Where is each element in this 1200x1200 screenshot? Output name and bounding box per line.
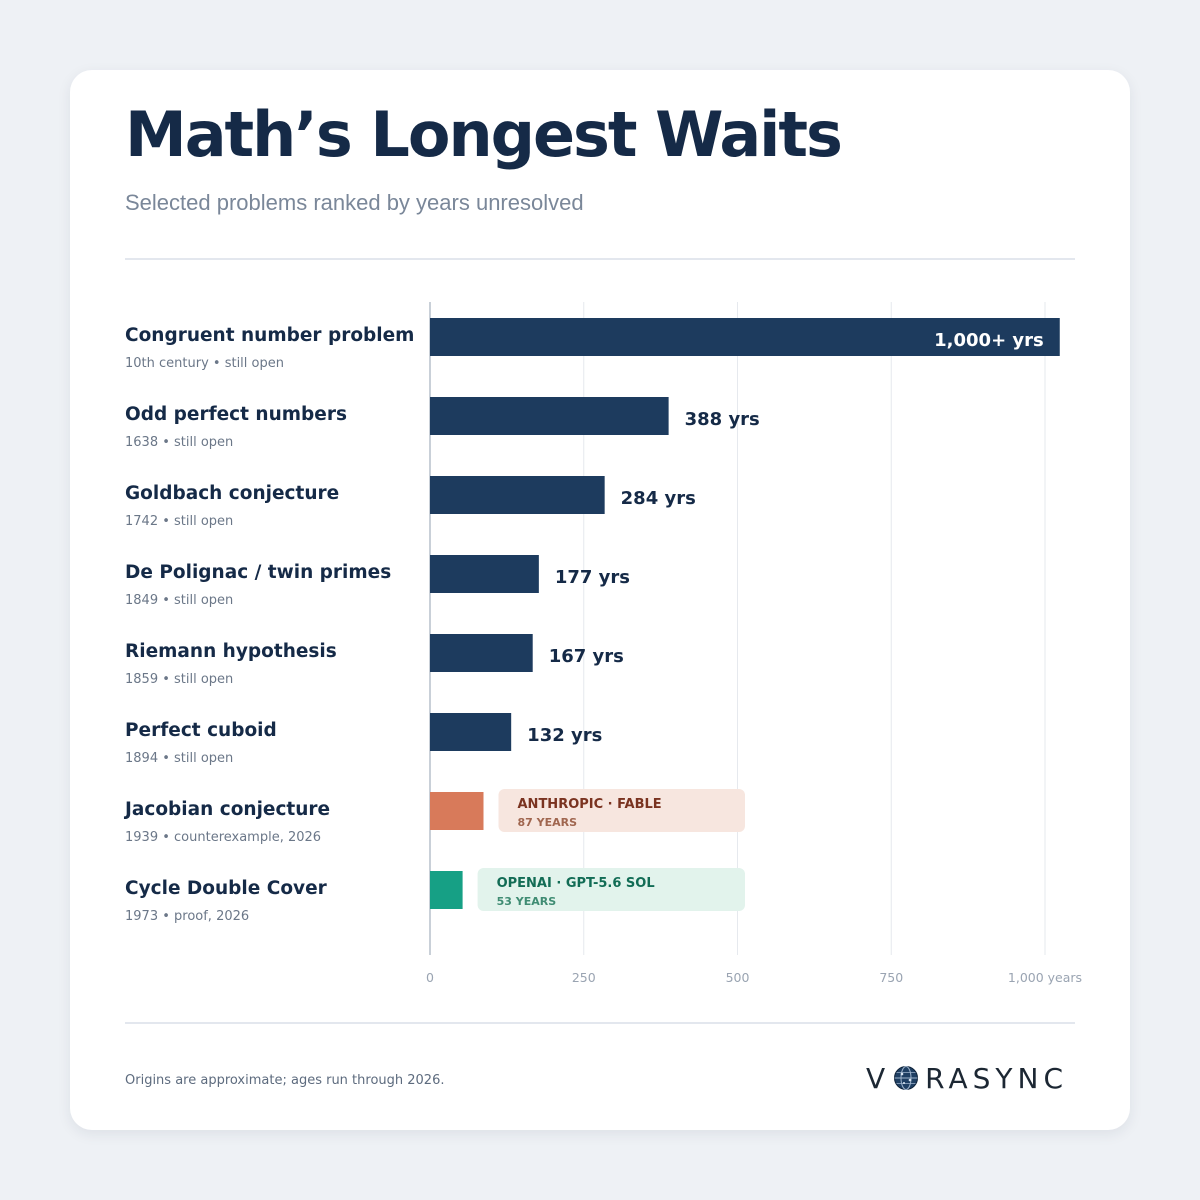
row-meta: 1742 • still open: [125, 514, 233, 529]
bar: [430, 318, 1060, 356]
badge-title: ANTHROPIC · FABLE: [518, 797, 662, 812]
row-label: Jacobian conjecture: [123, 799, 330, 820]
row-label: Riemann hypothesis: [125, 641, 337, 662]
bar: [430, 397, 669, 435]
chart-title: Math’s Longest Waits: [125, 98, 843, 171]
bar-value-label: 177 yrs: [555, 567, 630, 588]
badge-title: OPENAI · GPT-5.6 SOL: [497, 876, 655, 891]
bar-value-label: 167 yrs: [549, 646, 624, 667]
row-meta: 1939 • counterexample, 2026: [125, 830, 321, 845]
brand-suffix: RASYNC: [925, 1061, 1069, 1095]
x-tick-label: 500: [726, 970, 750, 985]
row-label: Perfect cuboid: [125, 720, 277, 741]
bar: [430, 871, 463, 909]
row-label: Cycle Double Cover: [125, 878, 328, 899]
row-meta: 1638 • still open: [125, 435, 233, 450]
bar: [430, 634, 533, 672]
footnote: Origins are approximate; ages run throug…: [125, 1073, 445, 1088]
chart-card: [70, 70, 1130, 1130]
top-divider: [125, 258, 1075, 260]
badge-subtitle: 53 YEARS: [497, 895, 557, 908]
x-tick-label: 250: [572, 970, 596, 985]
row-label: Odd perfect numbers: [125, 404, 347, 425]
bar-value-label: 284 yrs: [621, 488, 696, 509]
openai-badge: [477, 868, 745, 911]
row-meta: 1973 • proof, 2026: [125, 909, 249, 924]
bar: [430, 476, 605, 514]
bar-value-label: 388 yrs: [685, 409, 760, 430]
anthropic-badge: [498, 789, 745, 832]
globe-icon: [893, 1065, 919, 1091]
x-tick-label: 1,000 years: [1008, 970, 1082, 985]
x-tick-label: 0: [426, 970, 434, 985]
row-meta: 1849 • still open: [125, 593, 233, 608]
row-meta: 10th century • still open: [125, 356, 284, 371]
row-label: Goldbach conjecture: [125, 483, 339, 504]
x-tick-label: 750: [879, 970, 903, 985]
bar-value-label: 132 yrs: [527, 725, 602, 746]
badge-subtitle: 87 YEARS: [518, 816, 578, 829]
row-meta: 1859 • still open: [125, 672, 233, 687]
chart-subtitle: Selected problems ranked by years unreso…: [125, 190, 584, 215]
row-meta: 1894 • still open: [125, 751, 233, 766]
bar-chart: 0 250 500 750 1,000 years Congruent number pr…: [123, 302, 1082, 985]
row-label: De Polignac / twin primes: [125, 562, 391, 583]
row-label: Congruent number problem: [125, 325, 414, 346]
bottom-divider: [125, 1022, 1075, 1024]
brand-prefix: V: [866, 1061, 891, 1095]
bar: [430, 792, 484, 830]
brand-logo: V RASYNC: [866, 1060, 1068, 1096]
bar: [430, 555, 539, 593]
bar: [430, 713, 512, 751]
bar-value-label: 1,000+ yrs: [934, 330, 1044, 351]
